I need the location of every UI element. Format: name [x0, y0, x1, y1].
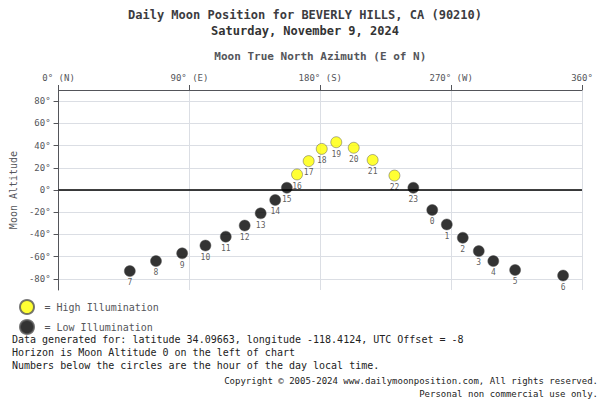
svg-text:9: 9 — [180, 261, 185, 270]
svg-text:12: 12 — [240, 233, 250, 242]
svg-text:Personal non commercial use on: Personal non commercial use only. — [419, 389, 598, 399]
svg-text:10: 10 — [201, 253, 211, 262]
svg-text:22: 22 — [389, 182, 400, 192]
svg-text:360°: 360° — [571, 73, 593, 83]
svg-text:23: 23 — [409, 195, 419, 204]
svg-text:20: 20 — [349, 155, 359, 164]
svg-text:7: 7 — [127, 278, 132, 287]
svg-text:2: 2 — [460, 245, 465, 254]
svg-text:5: 5 — [513, 277, 518, 286]
svg-text:80°: 80° — [34, 96, 50, 106]
svg-text:Horizon is Moon Altitude 0 on: Horizon is Moon Altitude 0 on the left o… — [12, 347, 295, 358]
svg-text:3: 3 — [476, 258, 481, 267]
svg-text:180° (S): 180° (S) — [299, 73, 342, 83]
svg-text:17: 17 — [304, 168, 314, 177]
svg-text:14: 14 — [270, 207, 280, 216]
svg-text:8: 8 — [154, 268, 159, 277]
svg-text:4: 4 — [491, 268, 496, 277]
svg-text:40°: 40° — [34, 141, 50, 151]
svg-text:0°: 0° — [40, 185, 51, 195]
svg-text:-20°: -20° — [29, 207, 51, 217]
svg-text:= Low Illumination: = Low Illumination — [45, 322, 153, 333]
svg-text:90° (E): 90° (E) — [170, 73, 208, 83]
svg-text:16: 16 — [292, 181, 302, 191]
svg-text:13: 13 — [256, 221, 266, 230]
svg-text:Data generated for: latitude 3: Data generated for: latitude 34.09663, l… — [12, 334, 464, 345]
svg-text:18: 18 — [317, 156, 327, 165]
svg-text:6: 6 — [561, 283, 566, 292]
svg-text:0: 0 — [430, 217, 435, 226]
svg-text:Numbers below the circles are: Numbers below the circles are the hour o… — [12, 360, 379, 371]
svg-text:Copyright © 2005-2024 www.dail: Copyright © 2005-2024 www.dailymoonposit… — [224, 376, 598, 386]
svg-text:Saturday, November 9, 2024: Saturday, November 9, 2024 — [211, 24, 399, 38]
svg-text:Moon Altitude: Moon Altitude — [8, 151, 19, 229]
svg-text:21: 21 — [368, 167, 378, 176]
svg-text:Daily Moon Position for BEVERL: Daily Moon Position for BEVERLY HILLS, C… — [128, 8, 482, 22]
svg-text:-80°: -80° — [29, 274, 51, 284]
svg-text:15: 15 — [282, 195, 292, 204]
svg-text:0° (N): 0° (N) — [42, 73, 75, 83]
svg-text:60°: 60° — [34, 118, 50, 128]
svg-text:= High Illumination: = High Illumination — [45, 302, 159, 313]
svg-text:1: 1 — [444, 232, 449, 241]
svg-text:-40°: -40° — [29, 229, 51, 239]
svg-text:11: 11 — [221, 244, 231, 253]
svg-text:Moon True North Azimuth (E of: Moon True North Azimuth (E of N) — [214, 50, 426, 63]
svg-text:-60°: -60° — [29, 252, 51, 262]
svg-text:20°: 20° — [34, 163, 50, 173]
svg-text:270° (W): 270° (W) — [429, 73, 472, 83]
svg-text:19: 19 — [331, 150, 341, 159]
